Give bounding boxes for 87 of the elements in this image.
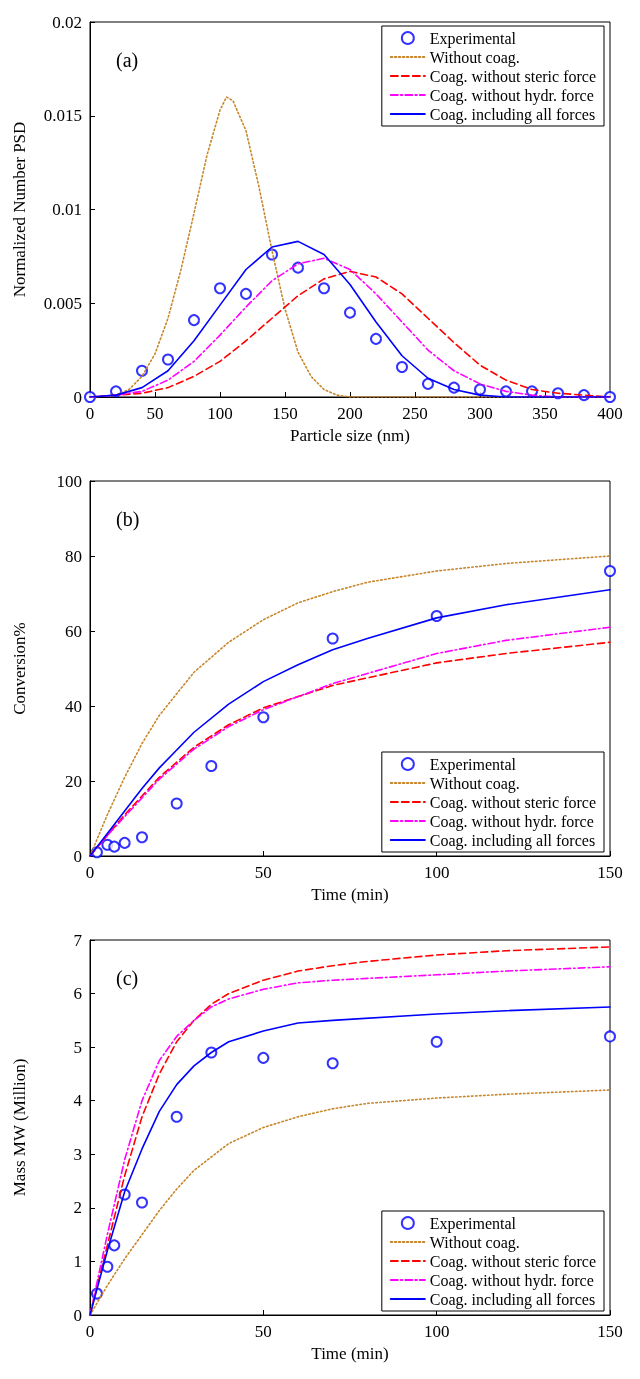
legend-label: Experimental [429,755,517,774]
x-tick-label: 150 [597,1322,623,1341]
point [136,831,148,844]
y-tick-label: 5 [73,1037,82,1057]
x-tick-label: 0 [85,404,95,423]
x-tick-label: 100 [207,404,233,423]
x-tick-label: 150 [272,404,298,423]
x-axis-title: Particle size (nm) [290,425,410,445]
point [214,282,226,295]
point [370,332,382,345]
y-tick-label: 100 [56,471,82,491]
y-tick-label: 60 [65,621,82,641]
y-tick-label: 0 [73,387,82,407]
y-tick-label: 0.01 [52,200,82,219]
point [396,361,408,373]
legend-label: Coag. without hydr. force [429,86,594,105]
legend-label: Coag. including all forces [429,831,596,850]
y-tick-label: 2 [73,1198,82,1218]
legend-label: Coag. without steric force [429,1252,596,1271]
legend-label: Coag. without hydr. force [429,1271,594,1290]
point [257,1051,270,1064]
point [604,391,616,403]
x-tick-label: 350 [532,404,558,423]
point [118,836,131,849]
x-axis-title: Time (min) [311,1343,389,1363]
legend-label: Without coag. [429,48,520,67]
legend-label: Coag. including all forces [429,105,596,124]
x-tick-label: 150 [597,863,623,882]
y-axis-title: Mass MW (Million) [10,1058,29,1197]
point [170,797,183,810]
point [318,282,330,295]
y-tick-label: 1 [73,1251,82,1271]
point [108,840,121,853]
x-tick-label: 200 [337,404,363,423]
x-tick-label: 250 [402,404,428,423]
point [205,760,218,772]
y-tick-label: 0 [73,1305,82,1325]
point [188,314,200,327]
y-tick-label: 0 [73,846,82,866]
x-tick-label: 0 [85,1322,95,1341]
point [240,287,252,300]
x-tick-label: 0 [85,863,95,882]
annotation: (b) [116,508,140,531]
legend-label: Without coag. [429,774,520,793]
y-axis-title: Conversion% [10,622,29,715]
legend-label: Coag. without hydr. force [429,812,594,831]
x-tick-label: 50 [254,1322,272,1341]
x-tick-label: 50 [146,404,164,423]
legend-label: Coag. including all forces [429,1290,596,1309]
legend-label: Experimental [429,29,517,48]
point [136,1196,148,1209]
x-axis-title: Time (min) [311,884,389,904]
x-tick-label: 400 [597,404,623,423]
y-tick-label: 40 [65,696,82,716]
y-tick-label: 0.005 [43,293,82,313]
point [326,632,339,645]
y-axis-title: Normalized Number PSD [10,121,29,298]
legend-label: Experimental [429,1214,517,1233]
y-tick-label: 80 [65,546,82,566]
point [474,383,486,396]
y-tick-label: 3 [73,1144,82,1164]
legend-label: Coag. without steric force [429,793,596,812]
x-tick-label: 100 [423,1322,450,1341]
point [162,353,174,366]
point [257,711,270,724]
y-tick-label: 20 [65,771,82,791]
y-tick-label: 4 [73,1091,83,1111]
y-tick-label: 0.015 [43,106,82,126]
annotation: (c) [116,967,139,990]
point [430,1035,443,1048]
x-tick-label: 50 [254,863,272,882]
y-tick-label: 0.02 [52,12,82,32]
point [604,1030,616,1043]
annotation: (a) [116,49,139,72]
y-tick-label: 7 [73,930,83,950]
legend-label: Coag. without steric force [429,67,596,86]
legend-label: Without coag. [429,1233,520,1252]
x-tick-label: 100 [423,863,450,882]
point [84,391,96,403]
point [422,377,434,390]
point [344,306,356,319]
y-tick-label: 6 [73,984,82,1004]
point [326,1057,339,1070]
point [108,1239,121,1252]
point [170,1110,183,1123]
point [604,565,616,577]
x-tick-label: 300 [467,404,493,423]
